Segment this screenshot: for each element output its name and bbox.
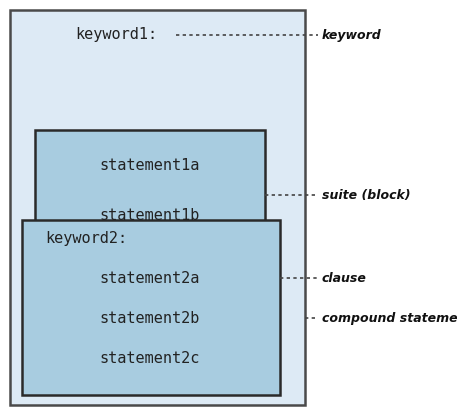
Text: statement2a: statement2a [100,271,200,285]
Text: compound statement: compound statement [322,311,457,324]
Bar [10,10,305,405]
Text: keyword: keyword [322,28,382,41]
Text: keyword1:: keyword1: [75,28,157,42]
Text: statement2b: statement2b [100,310,200,326]
Text: clause: clause [322,272,367,285]
Text: statement2c: statement2c [100,351,200,365]
Bar [35,130,265,260]
Text: suite (block): suite (block) [322,189,411,202]
Text: keyword2:: keyword2: [45,230,127,246]
Bar [22,220,280,395]
Text: statement1b: statement1b [100,207,200,222]
Text: statement1a: statement1a [100,158,200,173]
